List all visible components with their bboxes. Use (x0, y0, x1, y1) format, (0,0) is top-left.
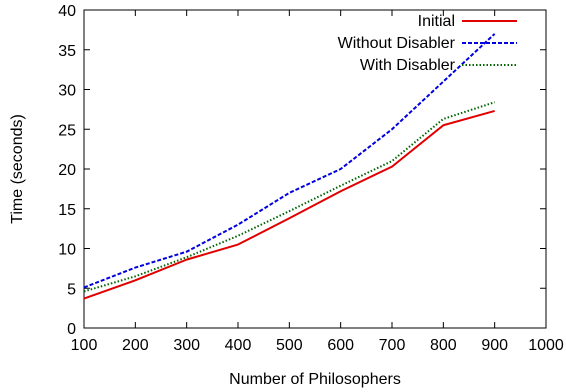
y-tick-label: 30 (58, 83, 76, 100)
legend-label: With Disabler (360, 57, 456, 74)
y-tick-label: 40 (58, 3, 76, 20)
x-tick-label: 700 (379, 337, 406, 354)
y-axis-title: Time (seconds) (9, 114, 26, 224)
legend-label: Without Disabler (338, 35, 456, 52)
legend-label: Initial (418, 13, 455, 30)
x-tick-label: 400 (225, 337, 252, 354)
x-axis-title: Number of Philosophers (229, 371, 401, 388)
x-tick-label: 1000 (528, 337, 564, 354)
y-tick-label: 25 (58, 122, 76, 139)
y-tick-label: 15 (58, 202, 76, 219)
x-tick-label: 200 (122, 337, 149, 354)
x-tick-label: 800 (430, 337, 457, 354)
series-line-without-disabler (83, 33, 496, 289)
x-tick-label: 300 (173, 337, 200, 354)
x-tick-label: 900 (481, 337, 508, 354)
x-tick-label: 500 (276, 337, 303, 354)
x-tick-label: 600 (327, 337, 354, 354)
series-layer (83, 33, 496, 300)
axes: 100 200 300 400 500 600 700 800 900 1000 0 5 10 15 20 2… (58, 3, 564, 354)
y-tick-label: 0 (67, 321, 76, 338)
series-line-initial (83, 110, 495, 300)
y-tick-label: 10 (58, 242, 76, 259)
legend: Initial Without Disabler With Disabler (338, 13, 517, 74)
plot-frame (83, 9, 547, 329)
x-tick-label: 100 (71, 337, 98, 354)
series-line-with-disabler (83, 101, 495, 293)
y-tick-label: 5 (67, 281, 76, 298)
y-tick-label: 35 (58, 43, 76, 60)
y-tick-label: 20 (58, 162, 76, 179)
